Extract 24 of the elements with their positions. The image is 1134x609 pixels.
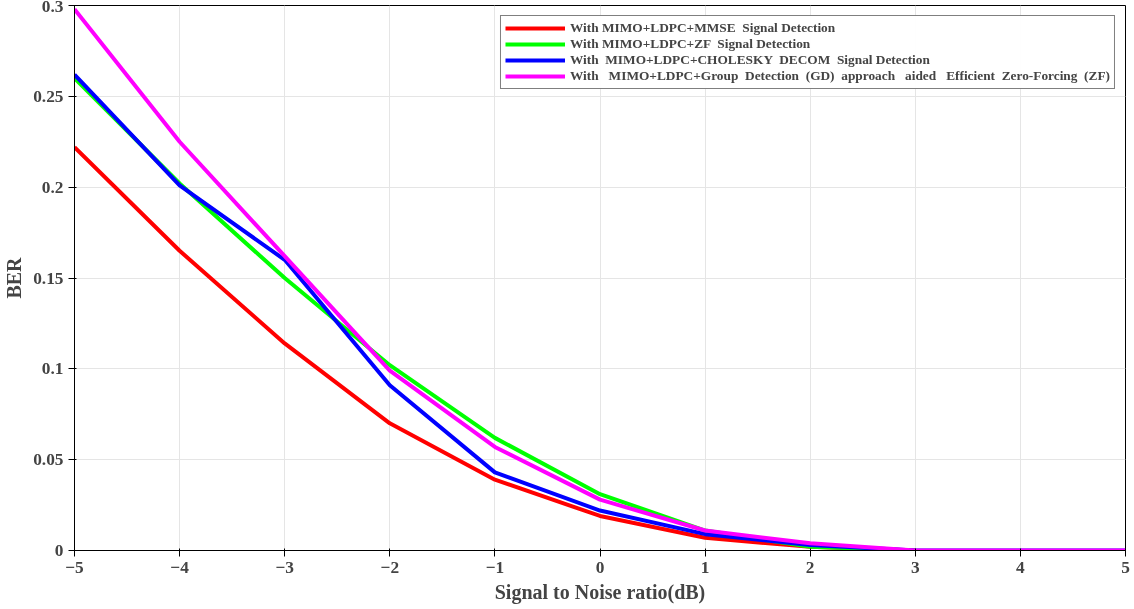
x-tick-label: 0	[595, 557, 605, 577]
x-tick-label: 2	[805, 557, 815, 577]
y-tick-label: 0.1	[41, 359, 64, 379]
legend-label: With MIMO+LDPC+ZF Signal Detection	[569, 36, 811, 52]
y-tick-label: 0.3	[41, 0, 64, 16]
legend-label: With MIMO+LDPC+MMSE Signal Detection	[569, 20, 836, 36]
y-tick-label: 0.25	[33, 86, 64, 106]
legend-label: With MIMO+LDPC+Group Detection (GD) approach aided Efficient Zero-Forcing (ZF)	[569, 68, 1110, 84]
x-tick-label: −5	[65, 557, 85, 577]
x-tick-label: 5	[1121, 557, 1131, 577]
y-tick-label: 0.15	[33, 268, 64, 288]
x-tick-label: 3	[910, 557, 920, 577]
legend-label: With MIMO+LDPC+CHOLESKY DECOM Signal Detection	[569, 52, 930, 68]
x-tick-label: −3	[275, 557, 295, 577]
x-tick-label: 1	[700, 557, 710, 577]
x-tick-label: −2	[380, 557, 400, 577]
x-tick-label: 4	[1016, 557, 1026, 577]
y-axis-title: BER	[3, 256, 26, 299]
x-axis-title: Signal to Noise ratio(dB)	[494, 580, 706, 604]
y-tick-label: 0.05	[33, 450, 64, 470]
x-tick-label: −1	[485, 557, 505, 577]
x-tick-label: −4	[170, 557, 190, 577]
y-tick-label: 0.2	[41, 177, 64, 197]
y-tick-label: 0	[54, 541, 64, 560]
